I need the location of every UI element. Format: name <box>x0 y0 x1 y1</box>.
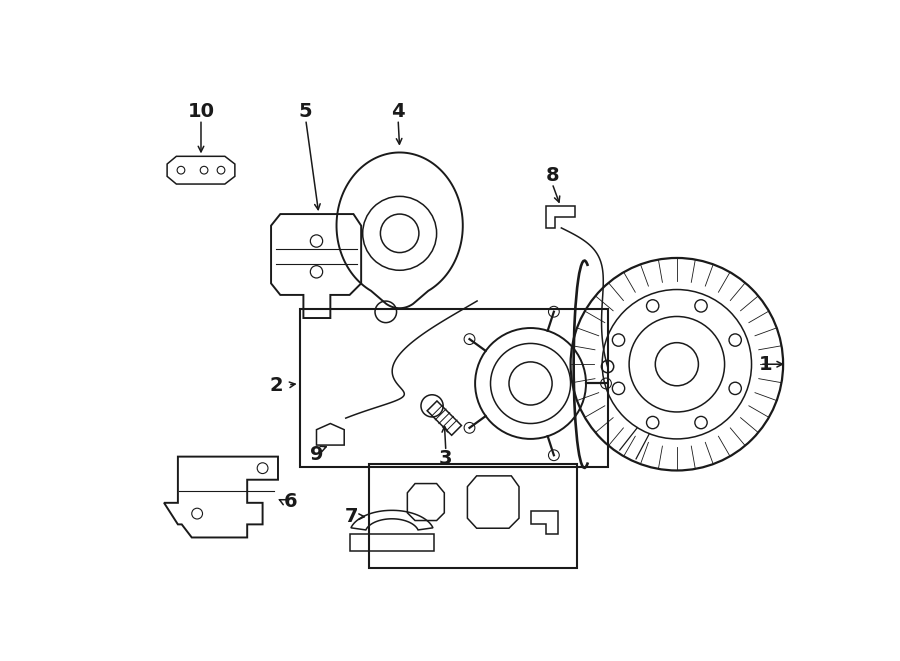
Text: 6: 6 <box>284 492 297 511</box>
Text: 9: 9 <box>310 445 323 464</box>
Bar <box>369 464 577 568</box>
Text: 8: 8 <box>545 166 559 185</box>
Text: 4: 4 <box>392 102 405 121</box>
Bar <box>300 309 608 467</box>
Text: 5: 5 <box>299 102 312 121</box>
Text: 2: 2 <box>270 375 284 395</box>
Text: 7: 7 <box>346 507 359 526</box>
Text: 3: 3 <box>439 449 453 469</box>
Text: 1: 1 <box>759 355 772 373</box>
Text: 10: 10 <box>187 102 214 121</box>
